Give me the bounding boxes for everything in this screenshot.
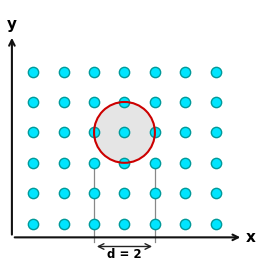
Point	[183, 221, 187, 226]
Text: y: y	[7, 17, 17, 32]
Point	[122, 130, 127, 135]
Point	[153, 69, 157, 74]
Text: x: x	[246, 230, 256, 245]
Point	[153, 221, 157, 226]
Point	[92, 100, 96, 104]
Point	[214, 130, 218, 135]
Point	[214, 160, 218, 165]
Text: d = 2: d = 2	[107, 248, 142, 261]
Point	[62, 221, 66, 226]
Point	[153, 191, 157, 195]
Point	[31, 130, 35, 135]
Point	[31, 69, 35, 74]
Point	[122, 100, 127, 104]
Point	[122, 191, 127, 195]
Point	[153, 160, 157, 165]
Point	[122, 221, 127, 226]
Point	[183, 191, 187, 195]
Point	[183, 160, 187, 165]
Point	[153, 100, 157, 104]
Point	[31, 191, 35, 195]
Point	[62, 130, 66, 135]
Point	[62, 100, 66, 104]
Point	[183, 130, 187, 135]
Point	[31, 221, 35, 226]
Point	[62, 191, 66, 195]
Point	[122, 160, 127, 165]
Point	[183, 100, 187, 104]
Point	[214, 191, 218, 195]
Point	[153, 130, 157, 135]
Point	[31, 100, 35, 104]
Point	[214, 221, 218, 226]
Point	[92, 160, 96, 165]
Point	[214, 100, 218, 104]
Point	[92, 221, 96, 226]
Circle shape	[94, 102, 155, 163]
Point	[183, 69, 187, 74]
Point	[92, 69, 96, 74]
Point	[62, 69, 66, 74]
Point	[62, 160, 66, 165]
Point	[92, 191, 96, 195]
Point	[92, 130, 96, 135]
Point	[214, 69, 218, 74]
Point	[122, 69, 127, 74]
Point	[31, 160, 35, 165]
